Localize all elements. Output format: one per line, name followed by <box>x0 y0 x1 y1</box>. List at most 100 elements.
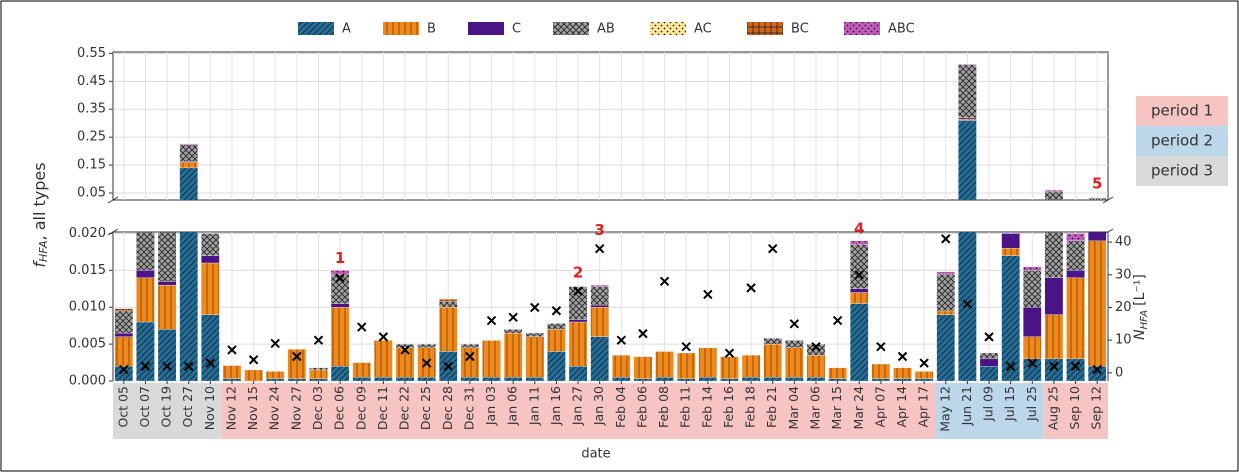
x-tick-label: Apr 17 <box>916 386 931 428</box>
scatter-point <box>1005 361 1016 372</box>
legend-label: AC <box>694 22 712 37</box>
legend-swatch <box>383 22 419 35</box>
bar-segment <box>525 377 545 381</box>
scatter-point <box>984 332 994 342</box>
bar-segment <box>871 378 891 381</box>
bar-segment <box>785 347 804 378</box>
annotation: 3 <box>594 221 604 239</box>
x-tick-label: Jul 09 <box>981 386 996 422</box>
scatter-point <box>897 351 908 362</box>
scatter-point <box>292 351 302 362</box>
bar-segment <box>201 233 220 256</box>
bar-segment <box>157 329 177 381</box>
x-tick-label: Sep 10 <box>1067 386 1082 429</box>
bar-segment <box>374 340 393 378</box>
scatter-point <box>746 283 756 293</box>
bar-segment <box>417 377 436 381</box>
bar-segment <box>1044 277 1064 315</box>
bar-segment <box>850 303 869 381</box>
x-tick-label: Nov 12 <box>223 386 238 430</box>
scatter-point <box>768 243 778 254</box>
x-tick-label: Mar 06 <box>807 386 822 430</box>
bar-segment <box>676 352 696 379</box>
bar-segment <box>936 273 956 312</box>
bar-segment <box>179 232 198 381</box>
bar-segment <box>503 332 523 378</box>
bar-segment <box>287 378 307 381</box>
x-tick-label: Mar 24 <box>851 386 866 430</box>
bar-segment <box>785 377 804 381</box>
x-tick-label: Feb 16 <box>721 386 736 428</box>
x-tick-label: Jul 15 <box>1002 386 1017 422</box>
scatter-point <box>854 270 864 280</box>
x-tick-label: Jan 16 <box>548 386 563 426</box>
scatter-point <box>1092 364 1102 375</box>
bar-segment <box>222 365 242 379</box>
x-tick-label: Dec 31 <box>461 386 476 430</box>
legend-label: AB <box>597 22 615 37</box>
bar-segment <box>590 336 609 381</box>
annotation: 2 <box>573 264 583 282</box>
bar-segment <box>763 377 782 381</box>
bar-segment <box>590 286 609 306</box>
x-tick-label: Jan 30 <box>591 386 606 426</box>
scatter-point <box>811 341 821 352</box>
y-tick-label: 0.05 <box>77 186 106 201</box>
bar-segment <box>893 378 912 381</box>
bar-segment <box>1023 266 1042 271</box>
x-tick-label: Oct 19 <box>159 386 174 428</box>
scatter-point <box>616 335 627 345</box>
bar-segment <box>460 347 480 378</box>
scatter-point <box>227 345 237 355</box>
bar-segment <box>1001 255 1020 381</box>
bar-segment <box>179 144 198 162</box>
y-tick-label: 0.55 <box>77 46 106 61</box>
bar-segment <box>157 281 177 286</box>
y-label-rest: , all types <box>30 162 49 240</box>
scatter-point <box>941 234 951 244</box>
x-tick-label: Dec 25 <box>418 386 433 430</box>
x-tick-label: May 12 <box>937 386 952 432</box>
bar-segment <box>201 255 220 264</box>
bar-segment <box>958 63 977 65</box>
bar-segment <box>114 336 134 367</box>
legend-label: C <box>512 22 521 37</box>
x-tick-label: Nov 15 <box>245 386 260 430</box>
scatter-point <box>530 302 540 313</box>
y-label-symbol: f <box>30 260 49 268</box>
x-tick-label: Feb 04 <box>613 386 628 428</box>
bar-segment <box>114 308 134 312</box>
x-tick-label: Nov 10 <box>202 386 217 430</box>
bar-segment <box>157 232 177 282</box>
bar-segment <box>741 355 761 378</box>
upper-bars <box>179 63 1107 200</box>
period-span <box>113 383 222 439</box>
bar-segment <box>201 262 220 315</box>
bar-segment <box>309 378 328 381</box>
bar-segment <box>179 162 198 169</box>
bar-segment <box>958 117 977 120</box>
bar-segment <box>136 277 155 323</box>
bar-segment <box>806 377 826 381</box>
y-tick-label: 0.005 <box>69 337 106 352</box>
scatter-point <box>270 338 280 349</box>
legend-swatch <box>650 22 686 35</box>
bar-segment <box>482 340 501 378</box>
x-tick-label: Dec 06 <box>332 386 347 430</box>
x-tick-label: Feb 14 <box>699 386 714 428</box>
x-tick-label: Jan 06 <box>505 386 520 426</box>
bar-segment <box>1066 240 1085 271</box>
bar-segment <box>612 377 631 381</box>
legend-swatch <box>553 22 589 35</box>
bar-segment <box>1001 233 1020 249</box>
bar-segment <box>936 271 956 275</box>
scatter-point <box>919 358 929 368</box>
bar-segment <box>309 369 328 379</box>
bar-segment <box>958 232 977 381</box>
bar-segment <box>395 347 415 378</box>
scatter-point <box>162 361 172 372</box>
bar-segment <box>482 377 501 381</box>
bar-segment <box>265 371 285 379</box>
scatter-point <box>681 341 691 352</box>
bar-segment <box>979 352 999 360</box>
